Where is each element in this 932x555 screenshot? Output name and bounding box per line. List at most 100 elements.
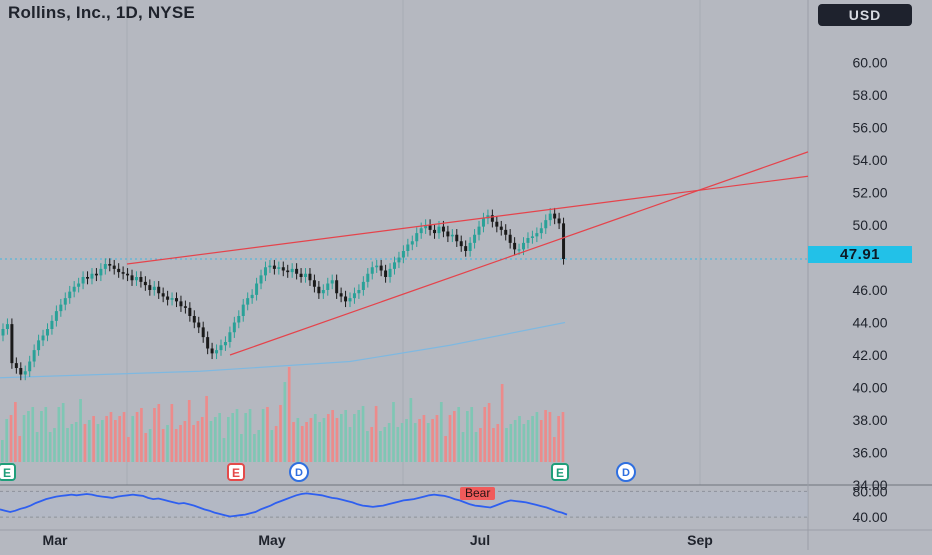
volume-bar bbox=[535, 412, 539, 462]
candle bbox=[330, 274, 334, 290]
volume-bar bbox=[248, 409, 252, 462]
candle-body bbox=[152, 286, 156, 290]
candle-body bbox=[1, 329, 5, 336]
candle-body bbox=[486, 215, 490, 219]
volume-bar bbox=[187, 400, 191, 462]
volume-bar bbox=[213, 417, 217, 462]
volume-bar bbox=[109, 412, 113, 462]
volume-bar bbox=[253, 434, 256, 462]
candle bbox=[210, 342, 214, 360]
volume-bar bbox=[114, 420, 117, 462]
volume-bar bbox=[518, 416, 521, 462]
price-tick-label: 38.00 bbox=[852, 412, 887, 428]
candle-body bbox=[450, 234, 454, 237]
volume-bar bbox=[235, 409, 239, 462]
candle bbox=[10, 318, 14, 369]
time-tick-label: May bbox=[258, 532, 285, 548]
candle bbox=[50, 315, 54, 335]
candle bbox=[197, 316, 201, 334]
price-tick-label: 60.00 bbox=[852, 55, 887, 71]
volume-bar bbox=[353, 414, 356, 462]
currency-button[interactable]: USD bbox=[818, 4, 912, 26]
volume-bar bbox=[509, 424, 513, 462]
candle-body bbox=[437, 226, 441, 234]
candle bbox=[94, 268, 98, 282]
candle bbox=[223, 336, 227, 351]
earnings-marker: E bbox=[0, 463, 16, 481]
candle bbox=[473, 229, 477, 249]
candle bbox=[175, 292, 179, 308]
candle bbox=[219, 339, 223, 356]
candle-body bbox=[397, 257, 401, 263]
volume-bar bbox=[31, 407, 35, 462]
volume-bar bbox=[105, 416, 108, 462]
candle bbox=[201, 321, 205, 343]
candle-body bbox=[255, 283, 259, 295]
candle-body bbox=[50, 320, 54, 329]
volume-bar bbox=[174, 429, 178, 462]
volume-bar bbox=[218, 413, 221, 462]
candle bbox=[37, 334, 41, 356]
candle-body bbox=[495, 221, 499, 227]
candle bbox=[45, 323, 49, 342]
volume-bar bbox=[466, 411, 469, 462]
volume-bar bbox=[66, 428, 69, 462]
candle-body bbox=[246, 298, 250, 305]
candle-body bbox=[361, 281, 365, 290]
volume-bar bbox=[192, 425, 195, 462]
candle-body bbox=[459, 241, 463, 247]
price-tick-label: 58.00 bbox=[852, 87, 887, 103]
volume-bar bbox=[257, 430, 261, 462]
candle bbox=[504, 224, 508, 241]
candle-body bbox=[326, 283, 330, 290]
candle-body bbox=[215, 350, 219, 354]
candle-body bbox=[490, 215, 494, 222]
candle bbox=[228, 326, 232, 348]
last-price-label: 47.91 bbox=[808, 246, 912, 263]
volume-bar bbox=[418, 419, 421, 462]
candle bbox=[134, 271, 138, 286]
volume-bar bbox=[5, 419, 9, 462]
candle bbox=[188, 302, 192, 322]
volume-bar bbox=[461, 432, 465, 462]
candle-body bbox=[504, 229, 508, 235]
candle bbox=[19, 362, 23, 381]
volume-bar bbox=[227, 417, 230, 462]
candle-body bbox=[317, 286, 321, 294]
price-tick-label: 40.00 bbox=[852, 380, 887, 396]
volume-bar bbox=[157, 404, 161, 462]
candle-body bbox=[32, 350, 36, 362]
candle bbox=[392, 256, 396, 275]
volume-bar bbox=[405, 419, 408, 462]
volume-bar bbox=[283, 382, 287, 462]
candle bbox=[166, 290, 170, 306]
candle-body bbox=[522, 242, 526, 250]
indicator-tick-label: 40.00 bbox=[852, 509, 887, 525]
volume-bar bbox=[166, 425, 169, 462]
candle bbox=[1, 323, 5, 342]
indicator-line bbox=[0, 492, 568, 518]
candle-body bbox=[99, 268, 103, 276]
candle bbox=[130, 269, 134, 286]
candle bbox=[161, 287, 165, 303]
volume-bar bbox=[44, 407, 48, 462]
candle-body bbox=[28, 361, 32, 372]
candle-body bbox=[170, 298, 174, 300]
candle-body bbox=[366, 273, 370, 282]
candle bbox=[490, 209, 494, 228]
candle bbox=[206, 331, 210, 355]
candle-body bbox=[241, 304, 245, 316]
candle-body bbox=[304, 273, 308, 277]
candle bbox=[495, 216, 499, 233]
candle bbox=[370, 261, 374, 280]
volume-bar bbox=[318, 422, 321, 462]
candle bbox=[299, 268, 303, 283]
volume-bar bbox=[439, 402, 443, 462]
candle-body bbox=[539, 228, 543, 234]
candle bbox=[179, 295, 183, 312]
volume-bar bbox=[383, 427, 387, 462]
volume-bar bbox=[396, 427, 400, 462]
candle-body bbox=[535, 233, 539, 237]
